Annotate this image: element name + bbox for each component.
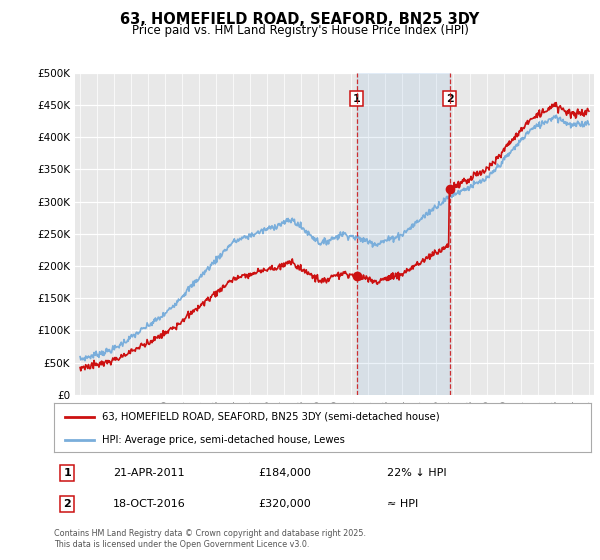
Text: HPI: Average price, semi-detached house, Lewes: HPI: Average price, semi-detached house,…	[103, 435, 345, 445]
Text: 2: 2	[64, 500, 71, 509]
Text: 18-OCT-2016: 18-OCT-2016	[113, 500, 186, 509]
Text: 1: 1	[353, 94, 361, 104]
Text: Price paid vs. HM Land Registry's House Price Index (HPI): Price paid vs. HM Land Registry's House …	[131, 24, 469, 36]
Text: 2: 2	[446, 94, 454, 104]
Text: 63, HOMEFIELD ROAD, SEAFORD, BN25 3DY: 63, HOMEFIELD ROAD, SEAFORD, BN25 3DY	[121, 12, 479, 27]
Text: 63, HOMEFIELD ROAD, SEAFORD, BN25 3DY (semi-detached house): 63, HOMEFIELD ROAD, SEAFORD, BN25 3DY (s…	[103, 412, 440, 422]
Text: 1: 1	[64, 468, 71, 478]
Text: ≈ HPI: ≈ HPI	[387, 500, 418, 509]
Text: £184,000: £184,000	[258, 468, 311, 478]
Text: £320,000: £320,000	[258, 500, 311, 509]
Text: 22% ↓ HPI: 22% ↓ HPI	[387, 468, 446, 478]
Text: Contains HM Land Registry data © Crown copyright and database right 2025.
This d: Contains HM Land Registry data © Crown c…	[54, 529, 366, 549]
Bar	[356, 73, 449, 395]
Text: 21-APR-2011: 21-APR-2011	[113, 468, 185, 478]
